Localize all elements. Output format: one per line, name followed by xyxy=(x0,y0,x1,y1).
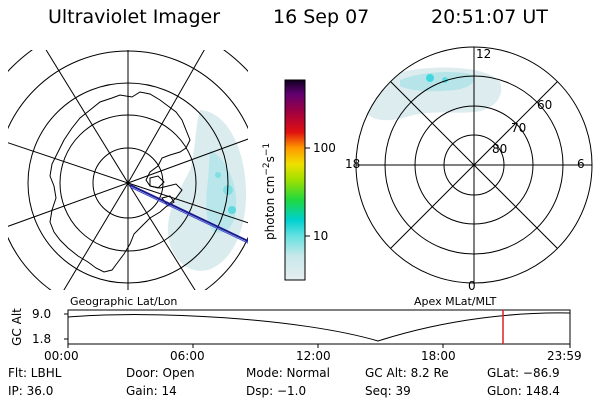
altitude-ylabel: GC Alt xyxy=(10,308,24,346)
colorbar xyxy=(284,79,306,281)
status-gain: Gain: 14 xyxy=(126,384,177,398)
polar-grid xyxy=(355,46,593,284)
mlat-label-60: 60 xyxy=(537,98,553,112)
instrument-title: Ultraviolet Imager xyxy=(48,6,221,28)
time-tick-1200: 12:00 xyxy=(296,349,331,363)
status-mode: Mode: Normal xyxy=(246,366,330,380)
status-gc-alt: GC Alt: 8.2 Re xyxy=(365,366,449,380)
altitude-ytick-low: 1.8 xyxy=(32,332,52,346)
apex-caption: Apex MLat/MLT xyxy=(414,295,497,308)
time-label: 20:51:07 UT xyxy=(431,6,548,28)
orbit-track xyxy=(129,184,248,243)
status-dsp: Dsp: −1.0 xyxy=(246,384,307,398)
date-label: 16 Sep 07 xyxy=(273,6,370,28)
mlt-label-12: 12 xyxy=(476,47,492,61)
status-glat: GLat: −86.9 xyxy=(487,366,560,380)
mlt-label-18: 18 xyxy=(345,157,361,171)
time-tick-0600: 06:00 xyxy=(170,349,205,363)
geographic-caption: Geographic Lat/Lon xyxy=(70,295,178,308)
colorbar-tick-100: 100 xyxy=(313,141,336,155)
altitude-plot-frame xyxy=(67,309,571,345)
mlat-label-80: 80 xyxy=(492,142,508,156)
status-glon: GLon: 148.4 xyxy=(487,384,560,398)
status-ip: IP: 36.0 xyxy=(8,384,54,398)
colorbar-unit-label: photon cm−2s−1 xyxy=(262,142,277,240)
mlt-label-0: 0 xyxy=(468,279,476,293)
mlt-label-6: 6 xyxy=(577,157,585,171)
status-door: Door: Open xyxy=(126,366,195,380)
geographic-map xyxy=(8,50,248,290)
altitude-curve xyxy=(67,312,571,342)
time-tick-0000: 00:00 xyxy=(44,349,79,363)
antarctica-coastline xyxy=(49,91,191,273)
status-seq: Seq: 39 xyxy=(365,384,411,398)
time-tick-1800: 18:00 xyxy=(421,349,456,363)
aurora-emission-right xyxy=(360,67,502,121)
mlat-label-70: 70 xyxy=(511,121,527,135)
colorbar-tick-10: 10 xyxy=(313,229,329,243)
status-filter: Flt: LBHL xyxy=(8,366,62,380)
altitude-ytick-high: 9.0 xyxy=(32,307,52,321)
time-tick-2359: 23:59 xyxy=(547,349,582,363)
